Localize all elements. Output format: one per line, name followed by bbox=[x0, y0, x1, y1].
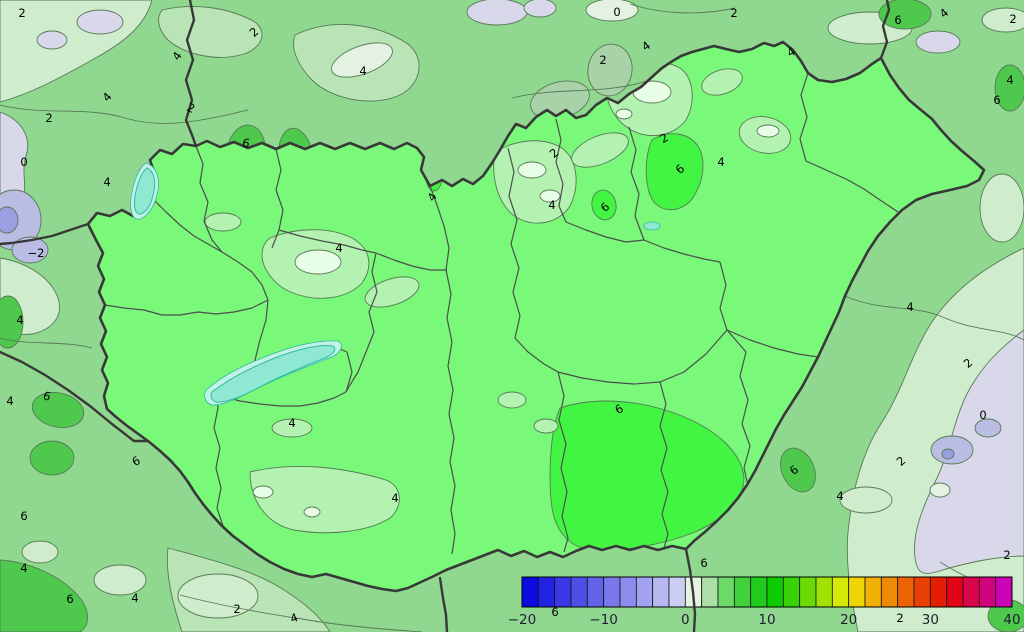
colorbar-cell bbox=[864, 576, 882, 608]
contour-label: 4 bbox=[16, 313, 23, 327]
contour-label: 4 bbox=[288, 610, 300, 626]
contour-label: 2 bbox=[233, 602, 240, 616]
colorbar-tick-label: 10 bbox=[758, 612, 775, 628]
contour-label: 2 bbox=[45, 111, 52, 125]
colorbar-tick-label: 40 bbox=[1003, 612, 1020, 628]
colorbar-tick-labels: −20 −10 0 10 20 30 40 bbox=[508, 612, 1021, 628]
lake-ferto bbox=[133, 167, 156, 215]
colorbar-cell bbox=[799, 576, 817, 608]
lakes bbox=[130, 162, 661, 406]
contour-label: 2 bbox=[1003, 548, 1010, 562]
contour-label: 4 bbox=[131, 591, 138, 605]
contour-label: 6 bbox=[551, 605, 558, 619]
contour-label: 4 bbox=[6, 394, 13, 408]
lake-balaton bbox=[210, 345, 336, 403]
contour-label: 4 bbox=[391, 491, 398, 505]
contour-label: 4 bbox=[548, 198, 555, 212]
colorbar: −20 −10 0 10 20 30 40 bbox=[508, 576, 1021, 628]
colorbar-cell bbox=[635, 576, 654, 608]
contour-label: 4 bbox=[103, 175, 110, 189]
colorbar-cell bbox=[880, 576, 899, 608]
colorbar-cell bbox=[913, 576, 931, 608]
contour-label: 2 bbox=[599, 53, 606, 67]
contour-label: 0 bbox=[20, 155, 27, 169]
contour-label: 6 bbox=[894, 13, 901, 27]
colorbar-cell bbox=[554, 576, 572, 608]
colorbar-cell bbox=[652, 576, 670, 608]
colorbar-cell bbox=[750, 576, 768, 608]
colorbar-cell bbox=[962, 576, 980, 608]
colorbar-cell bbox=[619, 576, 637, 608]
colorbar-cell bbox=[521, 576, 539, 608]
colorbar-frame bbox=[521, 576, 1013, 608]
contour-label: 4 bbox=[836, 489, 843, 503]
colorbar-tick-label: −10 bbox=[589, 612, 618, 628]
colorbar-tick-label: 0 bbox=[681, 612, 690, 628]
colorbar-cell bbox=[815, 576, 833, 608]
contour-label: 4 bbox=[717, 155, 724, 169]
contour-label: 6 bbox=[241, 135, 251, 150]
contour-label: −2 bbox=[28, 246, 45, 260]
contour-label: 4 bbox=[20, 561, 27, 575]
contour-label: 4 bbox=[288, 416, 295, 430]
contour-label: 6 bbox=[20, 509, 27, 523]
colorbar-cell bbox=[995, 576, 1013, 608]
contour-label: 2 bbox=[18, 6, 25, 20]
colorbar-cell bbox=[701, 576, 719, 608]
contour-label: 0 bbox=[613, 5, 620, 19]
contour-label: 2 bbox=[1009, 12, 1016, 26]
contour-label: 4 bbox=[1006, 73, 1013, 87]
colorbar-cell bbox=[668, 576, 686, 608]
colorbar-cell bbox=[848, 576, 866, 608]
neighbor-country-borders bbox=[0, 0, 891, 632]
colorbar-cell bbox=[978, 576, 997, 608]
serbia-romania-border bbox=[684, 547, 697, 632]
contour-label: 6 bbox=[66, 592, 73, 606]
colorbar-cell bbox=[831, 576, 850, 608]
colorbar-cell bbox=[717, 576, 735, 608]
contour-label: 2 bbox=[730, 6, 737, 20]
hungary-border bbox=[86, 40, 986, 593]
contour-label: 4 bbox=[335, 241, 342, 255]
colorbar-cells bbox=[521, 576, 1013, 608]
colorbar-cell bbox=[733, 576, 752, 608]
contour-label: 6 bbox=[993, 93, 1000, 107]
colorbar-tick-label: 20 bbox=[840, 612, 857, 628]
colorbar-tick-label: 30 bbox=[922, 612, 939, 628]
colorbar-tick-label: −20 bbox=[508, 612, 537, 628]
colorbar-cell bbox=[929, 576, 948, 608]
hungary-region bbox=[88, 42, 984, 591]
colorbar-cell bbox=[782, 576, 801, 608]
colorbar-cell bbox=[946, 576, 964, 608]
contour-label: 6 bbox=[700, 556, 707, 570]
colorbar-cell bbox=[586, 576, 605, 608]
colorbar-cell bbox=[570, 576, 588, 608]
colorbar-cell bbox=[603, 576, 621, 608]
county-borders bbox=[104, 72, 899, 555]
colorbar-cell bbox=[897, 576, 915, 608]
contour-label: 0 bbox=[979, 408, 986, 422]
contour-label: 4 bbox=[359, 64, 366, 78]
contour-label: 2 bbox=[896, 611, 903, 625]
lake-tisza bbox=[643, 221, 661, 231]
contour-label: 4 bbox=[906, 300, 913, 314]
colorbar-cell bbox=[537, 576, 556, 608]
colorbar-cell bbox=[766, 576, 784, 608]
contour-label: 6 bbox=[42, 388, 53, 403]
